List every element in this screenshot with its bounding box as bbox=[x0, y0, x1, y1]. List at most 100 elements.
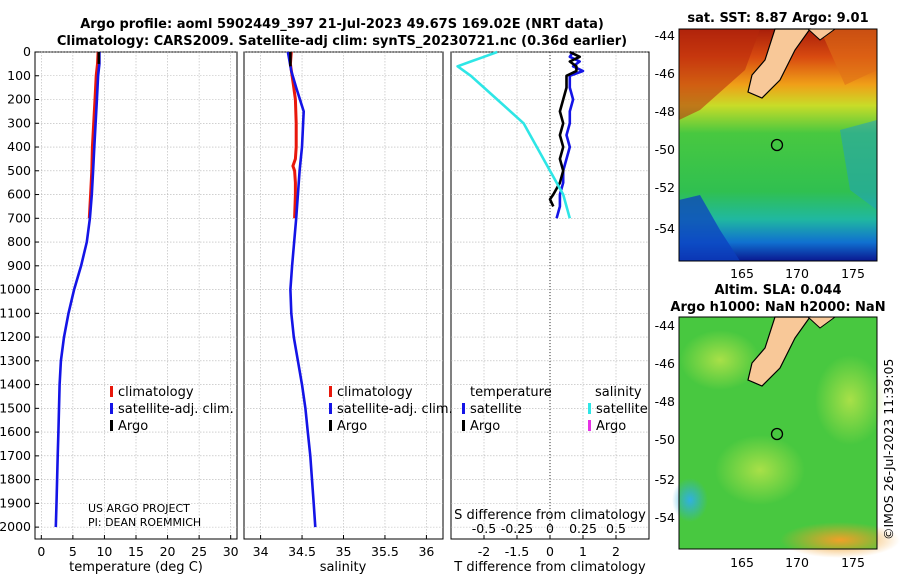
sla-xtick: 175 bbox=[841, 555, 865, 570]
legend-label-satellite: satellite-adj. clim. bbox=[118, 402, 234, 417]
title-line-1: Argo profile: aoml 5902449_397 21-Jul-20… bbox=[80, 17, 604, 32]
s-tick-label: -0.5 bbox=[472, 521, 496, 536]
y-tick-label: 200 bbox=[7, 92, 31, 107]
x-tick-label: 34 bbox=[253, 544, 269, 559]
x-tick-label: 30 bbox=[223, 544, 239, 559]
sst-ytick: -54 bbox=[655, 221, 675, 236]
s-tick-label: 0 bbox=[546, 521, 554, 536]
sla-ytick: -46 bbox=[655, 356, 675, 371]
x-tick-label: 35.5 bbox=[371, 544, 399, 559]
sla-ytick: -52 bbox=[655, 472, 675, 487]
legend-swatch-climatology bbox=[329, 386, 332, 397]
difference-top-label: S difference from climatology bbox=[454, 508, 646, 523]
series-line-satellite-adj-clim- bbox=[54, 52, 101, 528]
legend-swatch-s-satellite bbox=[588, 403, 591, 414]
difference-xlabel: T difference from climatology bbox=[453, 560, 646, 575]
legend-label-satellite: satellite-adj. clim. bbox=[337, 402, 453, 417]
sla-anomaly bbox=[815, 355, 885, 445]
y-tick-label: 1600 bbox=[0, 424, 31, 439]
legend-swatch-t-satellite bbox=[462, 403, 465, 414]
credit-project: US ARGO PROJECT bbox=[88, 502, 190, 515]
y-tick-label: 100 bbox=[7, 68, 31, 83]
legend-header-temperature: temperature bbox=[470, 385, 552, 400]
legend-label-s-argo: Argo bbox=[596, 419, 626, 434]
legend-swatch-argo bbox=[329, 420, 332, 431]
sla-ytick: -54 bbox=[655, 510, 675, 525]
y-tick-label: 300 bbox=[7, 115, 31, 130]
y-tick-label: 0 bbox=[23, 44, 31, 59]
y-tick-label: 800 bbox=[7, 234, 31, 249]
sst-cold-region bbox=[679, 195, 740, 261]
x-tick-label: 2 bbox=[612, 544, 620, 559]
x-tick-label: 0 bbox=[546, 544, 554, 559]
y-tick-label: 1000 bbox=[0, 282, 31, 297]
legend-label-s-satellite: satellite bbox=[596, 402, 648, 417]
sla-ytick: -48 bbox=[655, 394, 675, 409]
series-line-s-satellite bbox=[456, 50, 572, 219]
x-tick-label: 10 bbox=[96, 544, 112, 559]
sst-ytick: -48 bbox=[655, 104, 675, 119]
argo-position-marker bbox=[770, 427, 784, 441]
y-tick-label: 1300 bbox=[0, 353, 31, 368]
temperature-legend: climatology satellite-adj. clim. Argo bbox=[110, 385, 234, 434]
legend-swatch-climatology bbox=[110, 386, 113, 397]
sla-anomaly bbox=[672, 478, 708, 522]
new-zealand-land bbox=[747, 28, 812, 99]
sla-map-title-1: Altim. SLA: 0.044 bbox=[715, 283, 842, 298]
sla-anomaly bbox=[715, 435, 805, 505]
sla-map-title-2: Argo h1000: NaN h2000: NaN bbox=[670, 300, 885, 315]
series-line-satellite-adj-clim- bbox=[286, 51, 317, 528]
legend-label-climatology: climatology bbox=[337, 385, 413, 400]
y-tick-label: 700 bbox=[7, 210, 31, 225]
x-tick-label: 5 bbox=[69, 544, 77, 559]
sst-warm-region bbox=[679, 29, 760, 120]
sst-cold-region bbox=[840, 120, 877, 210]
y-tick-label: 500 bbox=[7, 163, 31, 178]
x-tick-label: -2 bbox=[478, 544, 490, 559]
sla-anomaly bbox=[680, 330, 760, 390]
sla-xtick: 170 bbox=[785, 555, 809, 570]
x-tick-label: 20 bbox=[160, 544, 176, 559]
s-tick-label: -0.25 bbox=[501, 521, 533, 536]
legend-header-salinity: salinity bbox=[595, 385, 642, 400]
x-tick-label: 1 bbox=[579, 544, 587, 559]
sst-ytick: -50 bbox=[655, 142, 675, 157]
x-tick-label: 15 bbox=[128, 544, 144, 559]
sst-ytick: -52 bbox=[655, 180, 675, 195]
s-tick-label: 0.5 bbox=[606, 521, 626, 536]
y-tick-label: 900 bbox=[7, 258, 31, 273]
x-tick-label: 35 bbox=[336, 544, 352, 559]
sla-ytick: -44 bbox=[655, 318, 675, 333]
legend-label-argo: Argo bbox=[337, 419, 367, 434]
sst-map bbox=[678, 28, 878, 262]
sst-xtick: 175 bbox=[841, 266, 865, 281]
legend-swatch-s-argo bbox=[588, 420, 591, 431]
legend-label-t-satellite: satellite bbox=[470, 402, 522, 417]
legend-swatch-satellite bbox=[329, 403, 332, 414]
sla-ytick: -50 bbox=[655, 432, 675, 447]
y-tick-label: 1700 bbox=[0, 448, 31, 463]
sst-map-title: sat. SST: 8.87 Argo: 9.01 bbox=[687, 11, 868, 26]
salinity-xlabel: salinity bbox=[320, 560, 367, 575]
legend-swatch-t-argo bbox=[462, 420, 465, 431]
y-tick-label: 1100 bbox=[0, 305, 31, 320]
sst-warm-region bbox=[820, 29, 877, 85]
sla-map bbox=[672, 316, 900, 558]
sst-map-frame bbox=[678, 28, 878, 262]
sst-xtick: 165 bbox=[730, 266, 754, 281]
x-tick-label: 25 bbox=[191, 544, 207, 559]
watermark: ©IMOS 26-Jul-2023 11:39:05 bbox=[881, 359, 896, 540]
y-tick-label: 1800 bbox=[0, 472, 31, 487]
x-tick-label: 34.5 bbox=[288, 544, 316, 559]
temperature-xlabel: temperature (deg C) bbox=[69, 560, 203, 575]
sst-ytick: -44 bbox=[655, 28, 675, 43]
legend-swatch-satellite bbox=[110, 403, 113, 414]
s-tick-label: 0.25 bbox=[569, 521, 597, 536]
y-tick-label: 1200 bbox=[0, 329, 31, 344]
y-tick-label: 400 bbox=[7, 139, 31, 154]
difference-legend: temperature salinity satellite Argo sate… bbox=[462, 385, 648, 434]
argo-position-marker bbox=[770, 138, 784, 152]
legend-label-t-argo: Argo bbox=[470, 419, 500, 434]
sla-xtick: 165 bbox=[730, 555, 754, 570]
